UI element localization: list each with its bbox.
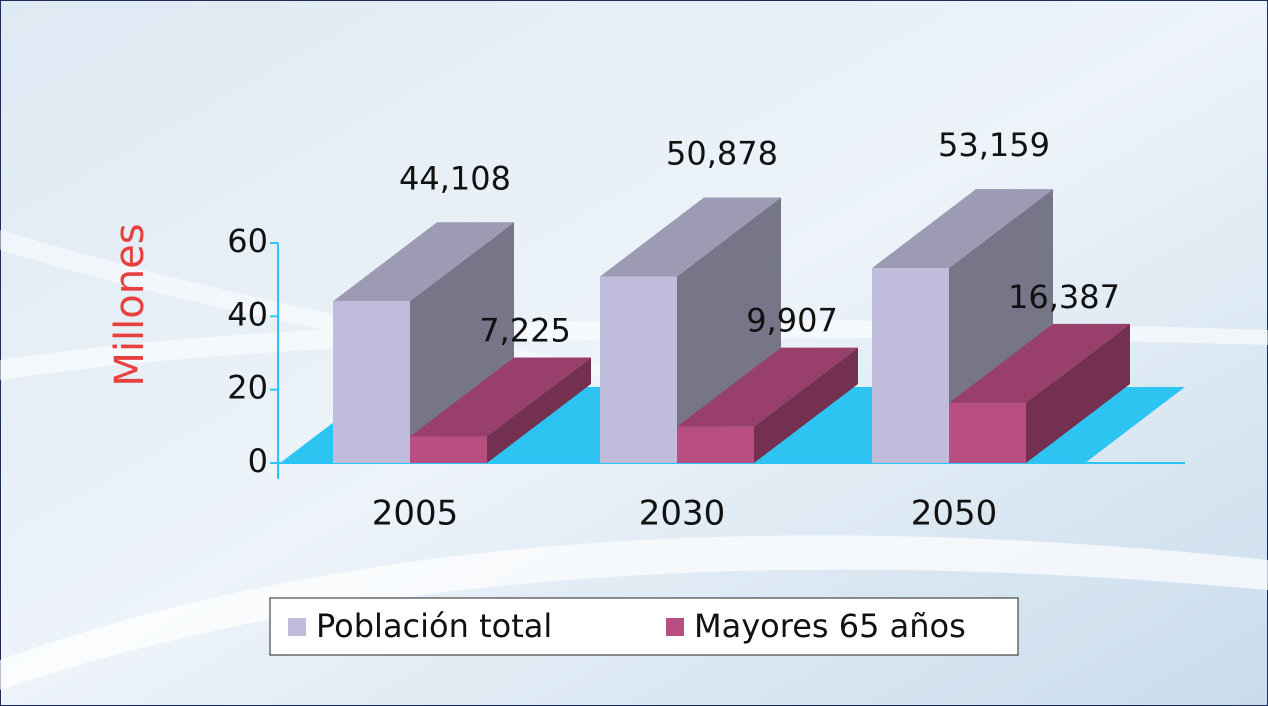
bar-top <box>410 357 591 437</box>
value-label: 16,387 <box>1008 278 1120 316</box>
bar-top <box>333 222 514 302</box>
bar <box>600 276 677 463</box>
swoosh <box>0 535 1268 690</box>
y-tick-label: 20 <box>227 369 268 407</box>
x-tick-label: 2005 <box>372 494 459 534</box>
bar-top <box>600 197 781 277</box>
bar <box>677 426 754 463</box>
x-tick-label: 2050 <box>911 494 998 534</box>
legend-swatch <box>666 618 684 636</box>
legend-label: Mayores 65 años <box>694 607 966 645</box>
bar-side <box>1026 323 1130 463</box>
bar <box>410 436 487 463</box>
bar <box>949 402 1026 463</box>
legend-swatch <box>288 618 306 636</box>
bar-top <box>949 323 1130 403</box>
y-tick-label: 0 <box>248 442 268 480</box>
y-tick-label: 60 <box>227 222 268 260</box>
legend <box>269 597 1019 656</box>
value-label: 50,878 <box>666 134 778 172</box>
value-label: 7,225 <box>479 312 571 350</box>
bar <box>872 268 949 463</box>
bar-top <box>677 347 858 427</box>
bar-top <box>872 189 1053 269</box>
bar <box>333 301 410 463</box>
value-label: 9,907 <box>746 302 838 340</box>
legend-label: Población total <box>316 607 552 645</box>
x-tick-label: 2030 <box>639 494 726 534</box>
value-label: 53,159 <box>938 126 1050 164</box>
y-axis-label: Millones <box>107 223 153 386</box>
y-tick-label: 40 <box>227 295 268 333</box>
bar-side <box>487 357 591 463</box>
bar-side <box>754 347 858 463</box>
value-label: 44,108 <box>399 159 511 197</box>
